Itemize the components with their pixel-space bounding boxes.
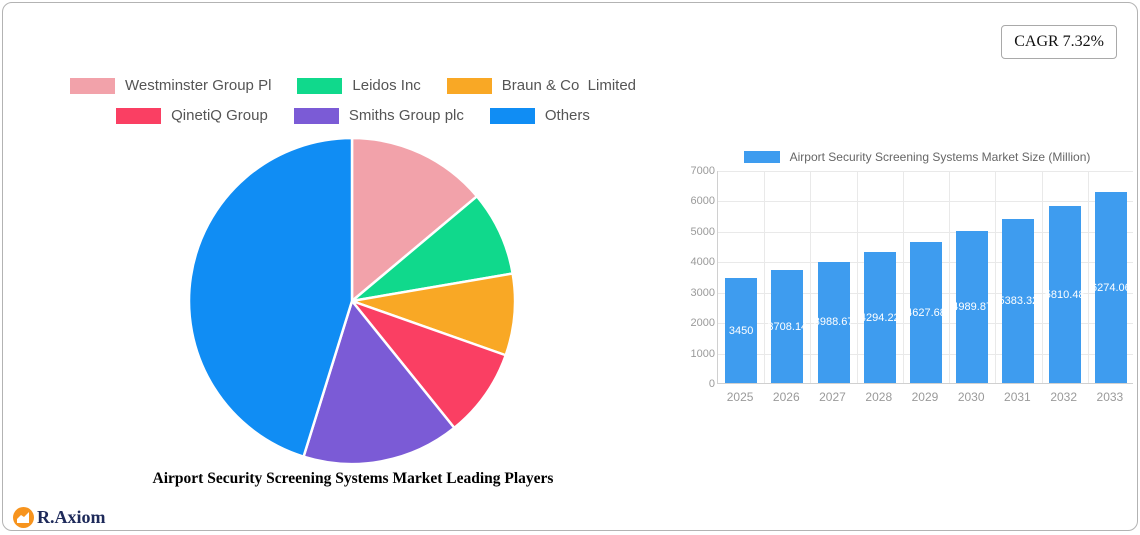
legend-item-qinetiq[interactable]: QinetiQ Group [116, 107, 268, 124]
v-gridline [764, 171, 766, 383]
pie-slice-qinetiq-group[interactable] [350, 299, 507, 430]
bar-value-label: 5383.32 [998, 295, 1039, 308]
bar-value-label: 5810.48 [1044, 288, 1085, 301]
legend-swatch-others [489, 107, 535, 124]
legend-swatch-leidos [297, 77, 343, 94]
y-tick-label: 7000 [690, 165, 715, 177]
x-tick-label-2027: 2027 [819, 390, 846, 404]
legend-label: QinetiQ Group [171, 107, 268, 124]
legend-label: Smiths Group plc [348, 107, 464, 124]
v-gridline [1087, 171, 1089, 383]
bar-value-label: 4989.87 [952, 301, 993, 314]
brand-logo[interactable]: R.Axiom [13, 507, 106, 528]
bar-value-label: 6274.06 [1091, 281, 1131, 294]
bar-chart: Airport Security Screening Systems Marke… [691, 145, 1137, 411]
legend-label: Others [544, 107, 590, 124]
y-tick-label: 4000 [690, 256, 715, 269]
bar-2033[interactable]: 6274.06 [1091, 192, 1131, 383]
bar-2032[interactable]: 5810.48 [1045, 206, 1085, 383]
x-tick-label-2033: 2033 [1096, 390, 1124, 404]
bar-2029[interactable]: 4627.68 [906, 242, 946, 383]
bar-value-label: 3708.14 [767, 320, 808, 333]
x-tick-label-2028: 2028 [865, 390, 893, 404]
v-gridline [902, 171, 904, 383]
x-tick-label-2031: 2031 [1004, 390, 1031, 404]
v-gridline [1041, 171, 1043, 383]
bar-value-label: 3450 [728, 324, 754, 337]
x-tick-label-2030: 2030 [957, 390, 985, 404]
bar-legend-swatch [743, 151, 780, 163]
y-tick-label: 0 [708, 378, 715, 390]
y-tick-label: 5000 [690, 225, 715, 238]
v-gridline [810, 171, 812, 383]
legend-item-braun[interactable]: Braun & Co Limited [446, 77, 637, 94]
x-tick-label-2026: 2026 [772, 390, 800, 404]
cagr-badge: CAGR 7.32% [1001, 25, 1117, 59]
bar-legend-label: Airport Security Screening Systems Marke… [789, 150, 1091, 164]
bar-2026[interactable]: 3708.14 [767, 270, 807, 383]
pie-slice-others[interactable] [187, 136, 354, 458]
bar-chart-legend[interactable]: Airport Security Screening Systems Marke… [693, 150, 1137, 164]
h-gridline [718, 201, 1133, 203]
area-chart-icon [13, 507, 34, 528]
legend-label: Braun & Co Limited [501, 77, 637, 94]
bar-value-label: 3988.67 [813, 316, 854, 329]
v-gridline [995, 171, 997, 383]
legend-item-smiths[interactable]: Smiths Group plc [293, 107, 464, 124]
pie-chart [186, 135, 518, 467]
bar-value-label: 4294.22 [859, 311, 900, 324]
y-tick-label: 1000 [690, 347, 715, 360]
bar-2027[interactable]: 3988.67 [814, 261, 853, 383]
y-tick-label: 3000 [690, 286, 715, 299]
pie-legend-row-1: Westminster Group Pl Leidos Inc Braun & … [33, 77, 673, 94]
v-gridline [856, 171, 858, 383]
legend-swatch-braun [446, 77, 492, 94]
legend-label: Leidos Inc [352, 77, 421, 94]
y-tick-label: 2000 [690, 317, 715, 330]
x-tick-label-2032: 2032 [1050, 390, 1078, 404]
bar-2030[interactable]: 4989.87 [952, 231, 992, 383]
pie-slice-leidos-inc[interactable] [350, 195, 514, 303]
y-tick-label: 6000 [690, 195, 715, 208]
pie-legend-row-2: QinetiQ Group Smiths Group plc Others [33, 107, 673, 124]
x-tick-label-2029: 2029 [911, 390, 939, 404]
pie-slice-smiths-group-plc[interactable] [302, 299, 456, 466]
legend-item-others[interactable]: Others [489, 107, 590, 124]
pie-chart-svg [187, 136, 517, 466]
legend-item-westminster[interactable]: Westminster Group Pl [69, 77, 272, 94]
pie-legend: Westminster Group Pl Leidos Inc Braun & … [33, 77, 673, 137]
legend-swatch-smiths [293, 107, 339, 124]
bar-value-label: 4627.68 [906, 306, 946, 319]
bar-2031[interactable]: 5383.32 [999, 219, 1038, 383]
cagr-badge-label: CAGR 7.32% [1014, 33, 1104, 50]
bar-chart-plot-area: 3450 3708.14 3988.67 4294.22 4627.68 4989.87 5… [717, 171, 1133, 384]
legend-swatch-westminster [69, 77, 115, 94]
legend-item-leidos[interactable]: Leidos Inc [297, 77, 421, 94]
v-gridline [949, 171, 951, 383]
x-tick-label-2025: 2025 [726, 390, 754, 404]
brand-logo-text: R.Axiom [37, 507, 106, 527]
pie-chart-title: Airport Security Screening Systems Marke… [152, 470, 554, 487]
pie-slice-westminster-group-pl[interactable] [350, 136, 479, 303]
bar-2025[interactable]: 3450 [725, 278, 758, 383]
h-gridline [718, 171, 1133, 172]
h-gridline [718, 231, 1133, 233]
legend-swatch-qinetiq [116, 107, 162, 124]
legend-label: Westminster Group Pl [124, 77, 272, 94]
bar-2028[interactable]: 4294.22 [860, 252, 900, 383]
